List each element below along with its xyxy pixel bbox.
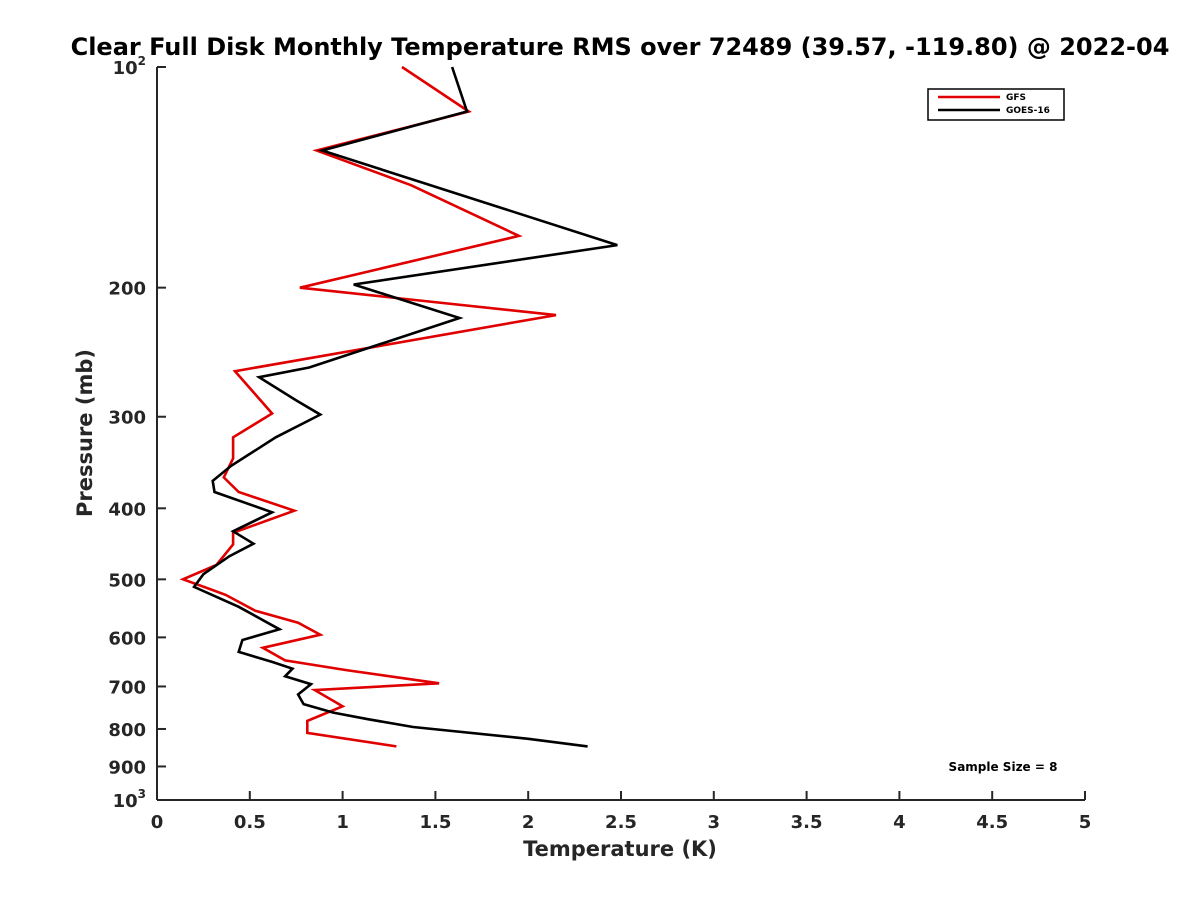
- x-ticks: 0 0.5 1 1.5 2 2.5 3 3.5 4 4.5 5: [151, 791, 1092, 833]
- series-line-gfs: [179, 65, 557, 748]
- legend-box: [927, 88, 1065, 121]
- chart-title: Clear Full Disk Monthly Temperature RMS …: [71, 33, 1170, 61]
- x-tick-label: 4.5: [976, 812, 1008, 833]
- y-axis-label: Pressure (mb): [73, 349, 97, 517]
- x-tick-label: 1.5: [419, 812, 451, 833]
- x-tick-label: 0: [151, 812, 164, 833]
- series-layer: [179, 65, 618, 748]
- y-ticks: 102 200 300 400 500 600 700 800 900 103: [108, 54, 166, 812]
- y-tick-label: 600: [108, 628, 146, 649]
- y-tick-label: 900: [108, 757, 146, 778]
- axes-layer: [156, 67, 1085, 801]
- y-tick-label: 103: [113, 787, 146, 812]
- y-tick-label: 300: [108, 408, 146, 429]
- x-tick-label: 5: [1079, 812, 1092, 833]
- x-tick-label: 0.5: [234, 812, 266, 833]
- x-tick-label: 3: [708, 812, 721, 833]
- x-tick-label: 2: [522, 812, 535, 833]
- x-tick-label: 4: [893, 812, 906, 833]
- y-tick-label: 500: [108, 570, 146, 591]
- x-tick-label: 1: [336, 812, 349, 833]
- y-tick-label: 102: [113, 54, 146, 79]
- y-tick-label: 700: [108, 677, 146, 698]
- series-line-goes-16: [192, 66, 618, 748]
- y-tick-label: 400: [108, 499, 146, 520]
- legend-label-goes16: GOES-16: [1006, 106, 1050, 116]
- legend: GFS GOES-16: [927, 88, 1065, 121]
- legend-label-gfs: GFS: [1006, 93, 1026, 103]
- y-tick-label: 200: [108, 279, 146, 300]
- y-tick-label: 800: [108, 720, 146, 741]
- x-tick-label: 3.5: [791, 812, 823, 833]
- sample-size-annotation: Sample Size = 8: [949, 760, 1058, 774]
- x-axis-label: Temperature (K): [523, 837, 717, 861]
- x-tick-label: 2.5: [605, 812, 637, 833]
